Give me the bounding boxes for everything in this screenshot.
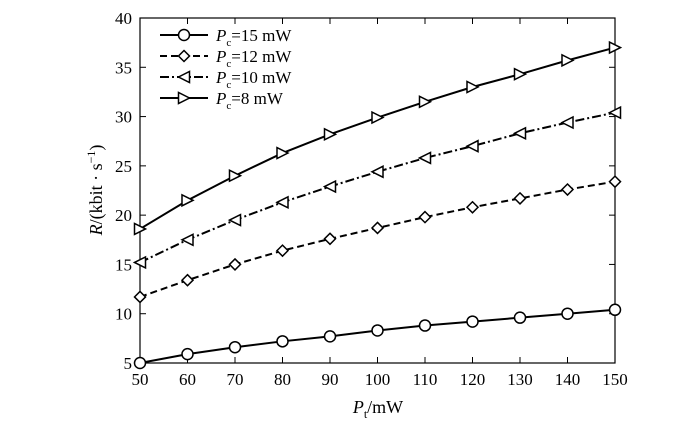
- data-point: [560, 115, 574, 130]
- series-3: [132, 105, 622, 270]
- plot-frame: [139, 17, 616, 364]
- data-point: [513, 311, 527, 324]
- data-point: [228, 257, 242, 271]
- series-layer: [132, 40, 623, 370]
- series-line: [139, 180, 616, 298]
- data-point: [418, 210, 432, 224]
- y-axis-label: R/(kbit · s−1): [84, 145, 107, 237]
- x-tick-label: 140: [555, 370, 581, 389]
- legend-label: Pc=15 mW: [215, 26, 292, 49]
- data-point: [181, 347, 194, 361]
- data-point: [608, 303, 622, 317]
- legend-marker: [177, 91, 192, 105]
- data-point: [418, 319, 432, 332]
- y-tick-label: 30: [115, 108, 132, 127]
- y-tick-label: 40: [115, 9, 132, 28]
- legend-entry-4: Pc=8 mW: [160, 89, 284, 112]
- data-point: [466, 315, 479, 328]
- data-point: [323, 127, 338, 142]
- data-point: [608, 40, 623, 55]
- x-tick-label: 90: [322, 370, 339, 389]
- y-tick-label: 25: [115, 157, 132, 176]
- data-point: [371, 324, 384, 337]
- legend-entry-3: Pc=10 mW: [160, 68, 292, 91]
- data-point: [132, 255, 147, 270]
- data-point: [323, 232, 337, 246]
- data-point: [465, 139, 479, 153]
- data-point: [322, 179, 337, 194]
- data-point: [133, 356, 147, 370]
- data-point: [607, 105, 622, 120]
- data-point: [561, 307, 574, 320]
- x-tick-label: 120: [460, 370, 486, 389]
- data-point: [512, 126, 527, 141]
- data-point: [180, 233, 194, 247]
- y-tick-label: 5: [124, 354, 133, 373]
- series-2: [133, 175, 622, 304]
- data-point: [371, 110, 385, 125]
- axis-ticks: 50 60 70 80 90 100 110 120 130 140 150 5 10 15 20 25 30 3…: [115, 9, 628, 389]
- legend-entry-2: Pc=12 mW: [160, 47, 292, 70]
- data-point: [513, 67, 528, 81]
- legend-label: Pc=12 mW: [215, 47, 292, 70]
- data-point: [323, 330, 337, 343]
- legend-marker: [176, 70, 191, 84]
- data-point: [228, 340, 242, 354]
- data-point: [560, 182, 575, 197]
- series-line: [139, 111, 616, 264]
- x-tick-label: 100: [365, 370, 391, 389]
- legend-label: Pc=8 mW: [215, 89, 284, 112]
- y-tick-label: 35: [115, 58, 132, 77]
- x-tick-label: 70: [227, 370, 244, 389]
- x-tick-label: 50: [132, 370, 149, 389]
- series-4: [133, 40, 623, 236]
- y-tick-label: 10: [115, 305, 132, 324]
- data-point: [466, 80, 480, 94]
- data-point: [276, 335, 289, 348]
- data-point: [370, 165, 384, 179]
- series-line: [139, 46, 616, 230]
- data-point: [227, 213, 242, 227]
- data-point: [561, 53, 575, 68]
- x-tick-label: 110: [413, 370, 438, 389]
- legend-marker: [177, 28, 191, 42]
- x-tick-label: 60: [179, 370, 196, 389]
- data-point: [608, 175, 622, 189]
- y-tick-label: 15: [115, 255, 132, 274]
- data-point: [276, 146, 290, 160]
- x-tick-label: 80: [274, 370, 291, 389]
- svg-text:R/(kbit · s−1): R/(kbit · s−1): [84, 145, 107, 237]
- data-point: [465, 200, 480, 214]
- data-point: [275, 244, 290, 258]
- svg-text:Pt/mW: Pt/mW: [352, 397, 403, 421]
- data-point: [275, 195, 289, 210]
- data-point: [417, 151, 432, 165]
- legend-label: Pc=10 mW: [215, 68, 292, 91]
- data-point: [181, 193, 195, 208]
- data-point: [133, 290, 147, 304]
- data-point: [370, 221, 385, 235]
- x-axis-label: Pt/mW: [352, 397, 403, 421]
- data-point: [180, 273, 195, 287]
- series-1: [133, 303, 622, 370]
- legend-entry-1: Pc=15 mW: [160, 26, 292, 49]
- data-point: [513, 191, 527, 205]
- y-tick-label: 20: [115, 206, 132, 225]
- data-point: [228, 169, 243, 183]
- data-point: [133, 222, 148, 236]
- x-tick-label: 130: [507, 370, 533, 389]
- x-tick-label: 150: [602, 370, 628, 389]
- data-point: [418, 95, 433, 109]
- legend-marker: [177, 49, 191, 63]
